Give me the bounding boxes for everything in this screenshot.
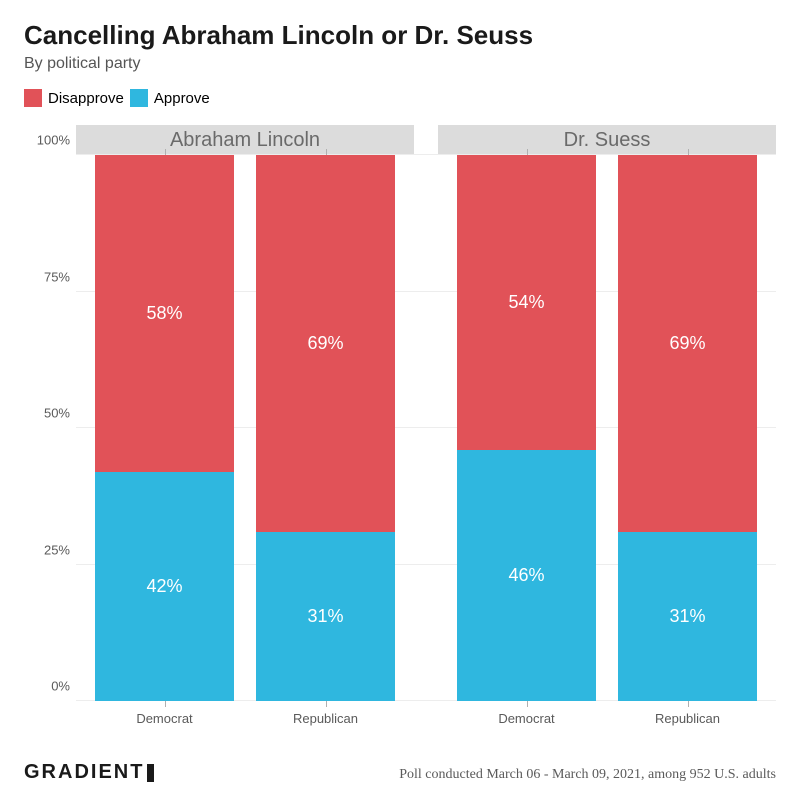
- legend-item-approve: Approve: [130, 89, 210, 107]
- legend-label-approve: Approve: [154, 90, 210, 107]
- footer: GRADIENT Poll conducted March 06 - March…: [24, 747, 776, 784]
- facet-strip-1: Dr. Suess: [438, 125, 776, 155]
- logo: GRADIENT: [24, 761, 154, 784]
- x-panel-0: Democrat Republican: [76, 701, 414, 747]
- x-label-0-0: Democrat: [84, 701, 245, 747]
- panel-1-bar-1: 31% 69%: [607, 155, 768, 701]
- panel-1-bar-0: 46% 54%: [446, 155, 607, 701]
- bar: 31% 69%: [618, 155, 756, 701]
- x-panel-1: Democrat Republican: [438, 701, 776, 747]
- logo-block-icon: [147, 764, 154, 782]
- x-tick-icon: [688, 701, 689, 707]
- segment-approve: 46%: [457, 450, 595, 701]
- chart-container: Cancelling Abraham Lincoln or Dr. Seuss …: [0, 0, 800, 800]
- legend-swatch-approve: [130, 89, 148, 107]
- panel-0-bar-0: 42% 58%: [84, 155, 245, 701]
- segment-disapprove: 69%: [256, 155, 394, 532]
- footer-source: Poll conducted March 06 - March 09, 2021…: [399, 767, 776, 783]
- legend: Disapprove Approve: [24, 89, 776, 107]
- panel-0: 42% 58% 31% 69%: [76, 155, 414, 701]
- y-tick-0: 0%: [51, 679, 70, 694]
- bar: 46% 54%: [457, 155, 595, 701]
- facet-strip-row: Abraham Lincoln Dr. Suess: [76, 125, 776, 155]
- segment-approve: 31%: [618, 532, 756, 701]
- panel-0-bars: 42% 58% 31% 69%: [76, 155, 414, 701]
- x-label-0-1: Republican: [245, 701, 406, 747]
- x-label-text: Democrat: [498, 711, 554, 726]
- y-tick-25: 25%: [44, 542, 70, 557]
- facet-strip-0: Abraham Lincoln: [76, 125, 414, 155]
- x-label-text: Republican: [655, 711, 720, 726]
- panel-1: 46% 54% 31% 69%: [438, 155, 776, 701]
- chart-plot: 0% 25% 50% 75% 100% Abraham Lincoln Dr. …: [24, 125, 776, 747]
- segment-disapprove: 54%: [457, 155, 595, 450]
- x-label-text: Democrat: [136, 711, 192, 726]
- panel-1-bars: 46% 54% 31% 69%: [438, 155, 776, 701]
- bar: 42% 58%: [95, 155, 233, 701]
- x-label-1-0: Democrat: [446, 701, 607, 747]
- legend-label-disapprove: Disapprove: [48, 90, 124, 107]
- y-axis: 0% 25% 50% 75% 100%: [24, 155, 76, 701]
- bars-row: 42% 58% 31% 69%: [76, 155, 776, 701]
- plot-area: Abraham Lincoln Dr. Suess: [76, 125, 776, 747]
- segment-approve: 42%: [95, 472, 233, 701]
- chart-title: Cancelling Abraham Lincoln or Dr. Seuss: [24, 20, 776, 51]
- segment-disapprove: 69%: [618, 155, 756, 532]
- segment-disapprove: 58%: [95, 155, 233, 472]
- x-tick-icon: [527, 701, 528, 707]
- x-label-text: Republican: [293, 711, 358, 726]
- y-tick-75: 75%: [44, 269, 70, 284]
- x-tick-icon: [165, 701, 166, 707]
- panel-0-bar-1: 31% 69%: [245, 155, 406, 701]
- y-tick-100: 100%: [37, 133, 70, 148]
- x-tick-icon: [326, 701, 327, 707]
- logo-text: GRADIENT: [24, 761, 144, 784]
- chart-subtitle: By political party: [24, 55, 776, 73]
- y-tick-50: 50%: [44, 406, 70, 421]
- legend-swatch-disapprove: [24, 89, 42, 107]
- x-axis: Democrat Republican Democrat Republican: [76, 701, 776, 747]
- segment-approve: 31%: [256, 532, 394, 701]
- legend-item-disapprove: Disapprove: [24, 89, 124, 107]
- x-label-1-1: Republican: [607, 701, 768, 747]
- bar: 31% 69%: [256, 155, 394, 701]
